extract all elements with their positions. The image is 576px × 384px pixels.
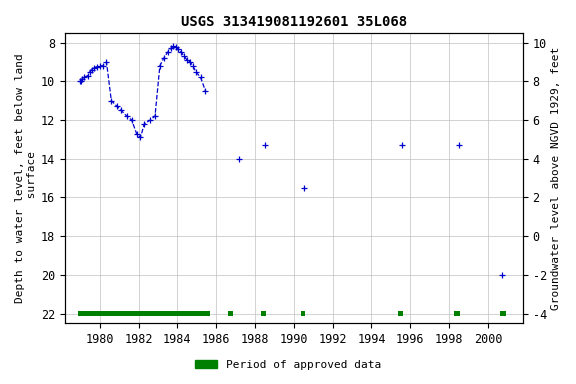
Bar	[454, 311, 460, 316]
Bar	[499, 311, 506, 316]
Bar	[228, 311, 233, 316]
Legend: Period of approved data: Period of approved data	[191, 356, 385, 375]
Bar	[78, 311, 210, 316]
Bar	[301, 311, 305, 316]
Bar	[261, 311, 266, 316]
Y-axis label: Depth to water level, feet below land
 surface: Depth to water level, feet below land su…	[15, 53, 37, 303]
Y-axis label: Groundwater level above NGVD 1929, feet: Groundwater level above NGVD 1929, feet	[551, 46, 561, 310]
Title: USGS 313419081192601 35L068: USGS 313419081192601 35L068	[181, 15, 407, 29]
Bar	[397, 311, 403, 316]
